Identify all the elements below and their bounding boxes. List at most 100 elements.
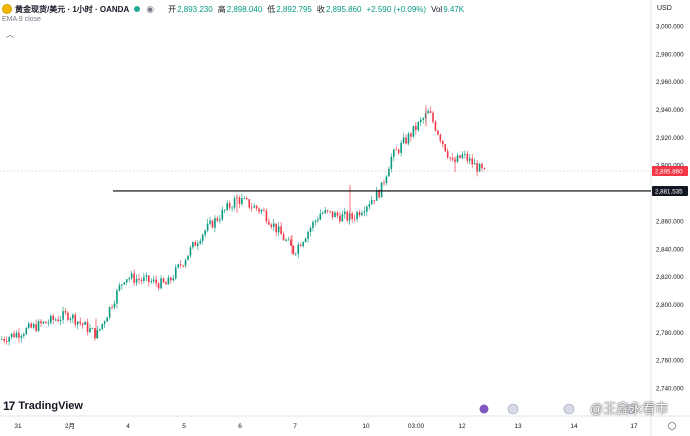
candle-body bbox=[57, 319, 59, 322]
candle-body bbox=[89, 328, 91, 333]
candle-body bbox=[211, 220, 214, 228]
x-tick-label: 12 bbox=[458, 423, 466, 430]
candle-body bbox=[64, 311, 67, 313]
candle-body bbox=[437, 130, 439, 135]
candle-body bbox=[155, 279, 157, 284]
candle-body bbox=[145, 275, 148, 278]
candle-body bbox=[37, 321, 40, 331]
candle-body bbox=[69, 318, 72, 320]
candle-body bbox=[111, 306, 113, 308]
candle-body bbox=[172, 278, 175, 281]
candle-body bbox=[10, 333, 13, 338]
time-axis[interactable]: 31 2月 4 5 6 7 10 03:00 12 13 14 17 bbox=[14, 422, 638, 430]
axis-icons[interactable] bbox=[479, 403, 676, 430]
candle-body bbox=[130, 273, 133, 279]
volume-label: Vol bbox=[431, 4, 443, 14]
candle-body bbox=[375, 190, 378, 201]
y-tick-label: 2,920.000 bbox=[656, 135, 684, 142]
symbol-title[interactable]: 黄金现货/美元 · 1小时 · OANDA bbox=[15, 4, 130, 14]
candle-body bbox=[250, 207, 253, 209]
candle-body bbox=[380, 182, 383, 198]
candle-body bbox=[260, 209, 263, 212]
candle-body bbox=[432, 112, 434, 122]
currency-label[interactable]: USD bbox=[657, 5, 672, 12]
candle-body bbox=[483, 168, 486, 169]
x-tick-label: 10 bbox=[362, 423, 370, 430]
candle-body bbox=[228, 203, 231, 208]
candle-body bbox=[47, 322, 50, 324]
candle-body bbox=[473, 162, 476, 165]
candle-body bbox=[226, 203, 228, 210]
candle-body bbox=[174, 267, 177, 279]
candle-body bbox=[197, 243, 199, 246]
y-tick-label: 2,940.000 bbox=[656, 107, 684, 114]
candle-body bbox=[434, 121, 437, 131]
candle-body bbox=[356, 212, 358, 220]
candle-body bbox=[86, 321, 89, 333]
candle-body bbox=[23, 334, 25, 336]
candle-body bbox=[388, 168, 390, 177]
x-tick-label: 13 bbox=[514, 423, 522, 430]
indicator-label[interactable]: EMA 9 close bbox=[2, 16, 41, 23]
candle-body bbox=[319, 213, 322, 220]
candle-body bbox=[74, 314, 77, 325]
candle-body bbox=[415, 125, 417, 131]
candle-body bbox=[277, 226, 280, 233]
candle-body bbox=[471, 158, 473, 165]
candle-body bbox=[162, 278, 165, 283]
level-price-tag bbox=[652, 185, 688, 196]
candle-body bbox=[302, 242, 304, 247]
candle-body bbox=[177, 264, 179, 268]
candle-body bbox=[135, 278, 138, 283]
candle-body bbox=[113, 303, 116, 308]
tradingview-logo[interactable]: 17 TradingView bbox=[3, 399, 83, 413]
candle-body bbox=[478, 163, 481, 172]
candle-body bbox=[407, 133, 410, 144]
y-tick-label: 2,780.000 bbox=[656, 330, 684, 337]
candle-body bbox=[30, 323, 32, 328]
candle-body bbox=[42, 321, 45, 324]
tradingview-logo-icon: 17 bbox=[3, 399, 15, 413]
candle-body bbox=[138, 278, 140, 280]
candle-body bbox=[397, 149, 400, 153]
candle-body bbox=[341, 214, 344, 222]
y-tick-label: 2,820.000 bbox=[656, 274, 684, 281]
candle-body bbox=[299, 244, 302, 247]
candle-body bbox=[96, 330, 99, 339]
y-tick-label: 2,960.000 bbox=[656, 79, 684, 86]
x-tick-label: 6 bbox=[238, 423, 242, 430]
candle-body bbox=[246, 198, 248, 200]
candle-body bbox=[334, 212, 336, 218]
candle-body bbox=[282, 234, 285, 241]
x-tick-label: 5 bbox=[182, 423, 186, 430]
candle-body bbox=[309, 227, 312, 232]
candle-body bbox=[468, 158, 471, 161]
candle-body bbox=[255, 205, 258, 209]
candle-body bbox=[481, 163, 483, 169]
candle-body bbox=[263, 209, 265, 211]
candle-body bbox=[243, 198, 246, 200]
candle-body bbox=[216, 218, 219, 221]
price-axis[interactable]: 2,740.000 2,760.000 2,780.000 2,800.000 2,82… bbox=[656, 24, 684, 393]
candle-body bbox=[179, 264, 182, 266]
x-tick-label: 31 bbox=[14, 423, 22, 430]
chevron-up-icon[interactable]: ︿ bbox=[6, 30, 14, 39]
camera-icon[interactable]: ◉ bbox=[146, 3, 155, 14]
change-value: +2.590 (+0.09%) bbox=[366, 4, 427, 14]
candle-body bbox=[94, 328, 96, 339]
y-tick-label: 2,740.000 bbox=[656, 386, 684, 393]
candle-body bbox=[353, 218, 356, 220]
candle-body bbox=[410, 133, 412, 137]
x-tick-label: 14 bbox=[570, 423, 578, 430]
candle-body bbox=[368, 204, 371, 207]
candle-body bbox=[321, 212, 324, 214]
candle-body bbox=[427, 111, 429, 114]
candle-body bbox=[297, 244, 300, 254]
candle-body bbox=[456, 155, 459, 162]
candle-body bbox=[363, 211, 366, 213]
candle-body bbox=[268, 221, 270, 225]
candle-body bbox=[194, 242, 197, 246]
candle-body bbox=[253, 205, 255, 208]
candle-body bbox=[121, 284, 123, 286]
